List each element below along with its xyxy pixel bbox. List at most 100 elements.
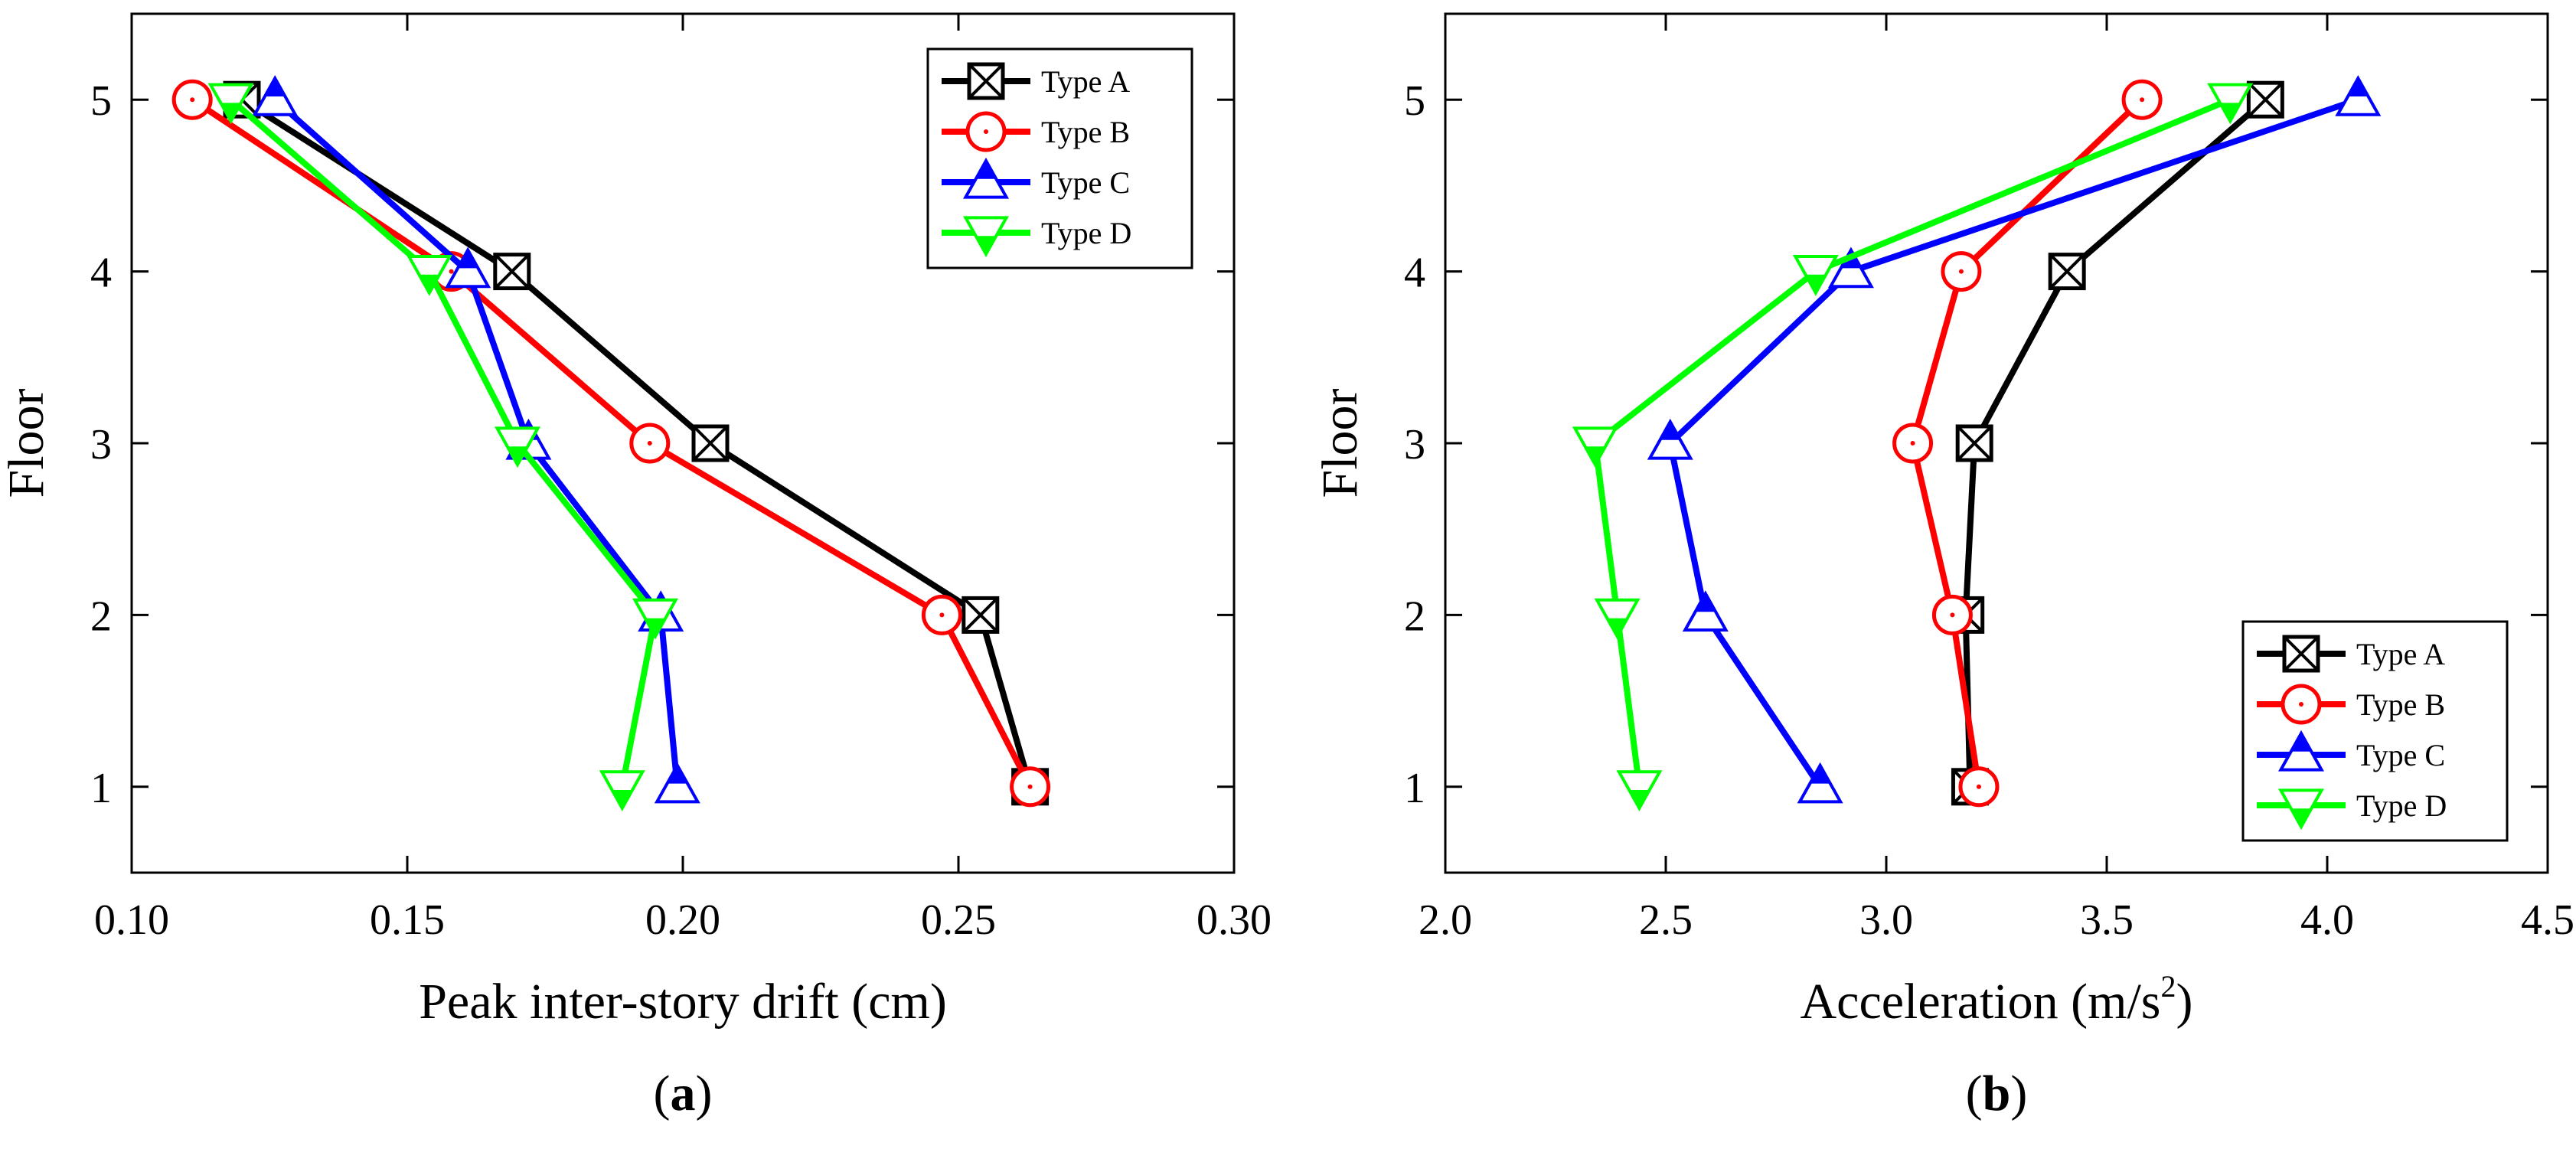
- data-point-dot: [2140, 97, 2145, 103]
- data-point-x2: [2049, 253, 2085, 290]
- legend-marker-fill: [975, 161, 997, 179]
- data-point: [1941, 251, 1982, 292]
- data-point-dot: [1958, 269, 1964, 274]
- data-point: [171, 79, 213, 120]
- data-point-fill: [1585, 446, 1605, 465]
- legend-marker: [962, 157, 1010, 199]
- data-point: [1797, 762, 1843, 804]
- legend: Type A Type B Type C Type D: [2241, 620, 2509, 842]
- panel-label-open: (: [1966, 1066, 1983, 1121]
- data-point: [1594, 598, 1641, 640]
- data-point-fill: [1660, 422, 1680, 440]
- y-tick-label: 3: [90, 421, 112, 468]
- data-point-fill: [507, 446, 528, 465]
- legend-marker: [2277, 730, 2325, 772]
- series-type-a: [1947, 80, 2284, 806]
- legend-marker-dot: [984, 129, 988, 134]
- legend-label: Type D: [1041, 216, 1131, 250]
- data-point-x2: [494, 253, 531, 290]
- panel-label-letter: a: [671, 1066, 696, 1121]
- data-point-dot: [647, 441, 652, 446]
- chart-panel-a: 0.10 0.15 0.20 0.25 0.30 1 2 3 4 5 Floor Peak inter…: [0, 12, 1272, 1121]
- panel-label-open: (: [654, 1066, 671, 1121]
- data-point-dot: [449, 269, 454, 274]
- series-type-b: [171, 79, 1051, 808]
- x-tick-label: 0.25: [921, 896, 996, 944]
- legend-label: Type A: [1041, 64, 1130, 99]
- series-line: [1962, 97, 2267, 787]
- data-point: [1010, 766, 1051, 808]
- data-point-dot: [1027, 784, 1033, 789]
- data-point: [1955, 424, 1993, 462]
- series-type-d: [1572, 83, 2254, 811]
- data-point-fill: [1607, 618, 1628, 637]
- legend-marker: [967, 62, 1005, 100]
- x-axis-title-main: Peak inter-story drift (cm): [419, 974, 947, 1030]
- series-type-c: [1647, 75, 2382, 804]
- data-point: [691, 424, 730, 462]
- legend-marker: [2282, 635, 2320, 673]
- series-line: [273, 97, 681, 788]
- data-point: [207, 83, 254, 125]
- data-point: [445, 246, 491, 289]
- data-point-x2: [2247, 81, 2284, 118]
- legend-marker-x2: [968, 63, 1004, 100]
- legend-label: Type C: [1041, 165, 1130, 200]
- y-tick-label: 4: [90, 250, 112, 297]
- y-tick-label: 1: [1404, 765, 1425, 812]
- data-point-fill: [419, 274, 439, 293]
- data-point: [494, 426, 541, 468]
- chart-panel-b: 2.0 2.5 3.0 3.5 4.0 4.5 1 2 3 4 5 Floor Acceleration…: [1312, 12, 2574, 1121]
- data-point-outline: [445, 246, 491, 289]
- series-type-d: [207, 83, 679, 811]
- data-point-fill: [1805, 274, 1826, 293]
- legend-marker: [965, 111, 1007, 152]
- data-point: [654, 762, 700, 804]
- y-tick-label: 2: [1404, 592, 1425, 640]
- data-point: [406, 255, 452, 296]
- x-tick-label: 0.30: [1197, 896, 1272, 944]
- data-point: [599, 770, 645, 811]
- x-tick-label: 3.5: [2080, 896, 2134, 944]
- data-point: [2048, 253, 2086, 291]
- x-tick-label: 4.0: [2300, 896, 2354, 944]
- y-tick-label: 5: [90, 77, 112, 125]
- x-tick-label: 0.20: [645, 896, 720, 944]
- data-point-x2: [962, 596, 999, 633]
- legend-marker: [2281, 684, 2322, 725]
- legend-label: Type C: [2356, 738, 2445, 772]
- x-axis-title-close: ): [2176, 974, 2192, 1030]
- y-axis-title: Floor: [0, 388, 54, 498]
- data-point-fill: [1629, 790, 1650, 808]
- legend-label: Type A: [2356, 637, 2445, 671]
- y-tick-label: 2: [90, 592, 112, 640]
- data-point-fill: [2348, 78, 2369, 96]
- data-point: [2335, 75, 2382, 116]
- y-tick-label: 3: [1404, 421, 1425, 468]
- data-point-dot: [939, 612, 945, 618]
- x-tick-label: 0.15: [370, 896, 445, 944]
- y-tick-label: 1: [90, 765, 112, 812]
- data-point: [1682, 590, 1729, 632]
- data-point: [632, 598, 679, 640]
- x-tick-label: 2.0: [1419, 896, 1472, 944]
- data-point: [629, 423, 671, 464]
- data-point-dot: [1950, 612, 1955, 618]
- legend-label: Type B: [2356, 687, 2445, 722]
- x-tick-label: 3.0: [1859, 896, 1913, 944]
- panel-label: (b): [1966, 1066, 2028, 1121]
- data-point-fill: [1810, 765, 1830, 784]
- y-tick-label: 5: [1404, 77, 1425, 125]
- x-axis-title-sup: 2: [2160, 969, 2176, 1004]
- data-point: [2121, 79, 2163, 120]
- data-point-dot: [1910, 441, 1915, 446]
- legend-marker-x2: [2283, 635, 2320, 672]
- data-point: [1892, 423, 1934, 464]
- x-tick-label: 4.5: [2521, 896, 2574, 944]
- y-axis-title: Floor: [1312, 388, 1368, 498]
- panel-label-close: ): [2010, 1066, 2027, 1121]
- x-axis-title-main: Acceleration (m/s: [1801, 974, 2161, 1030]
- data-point-fill: [667, 765, 687, 784]
- data-point: [1958, 766, 2000, 808]
